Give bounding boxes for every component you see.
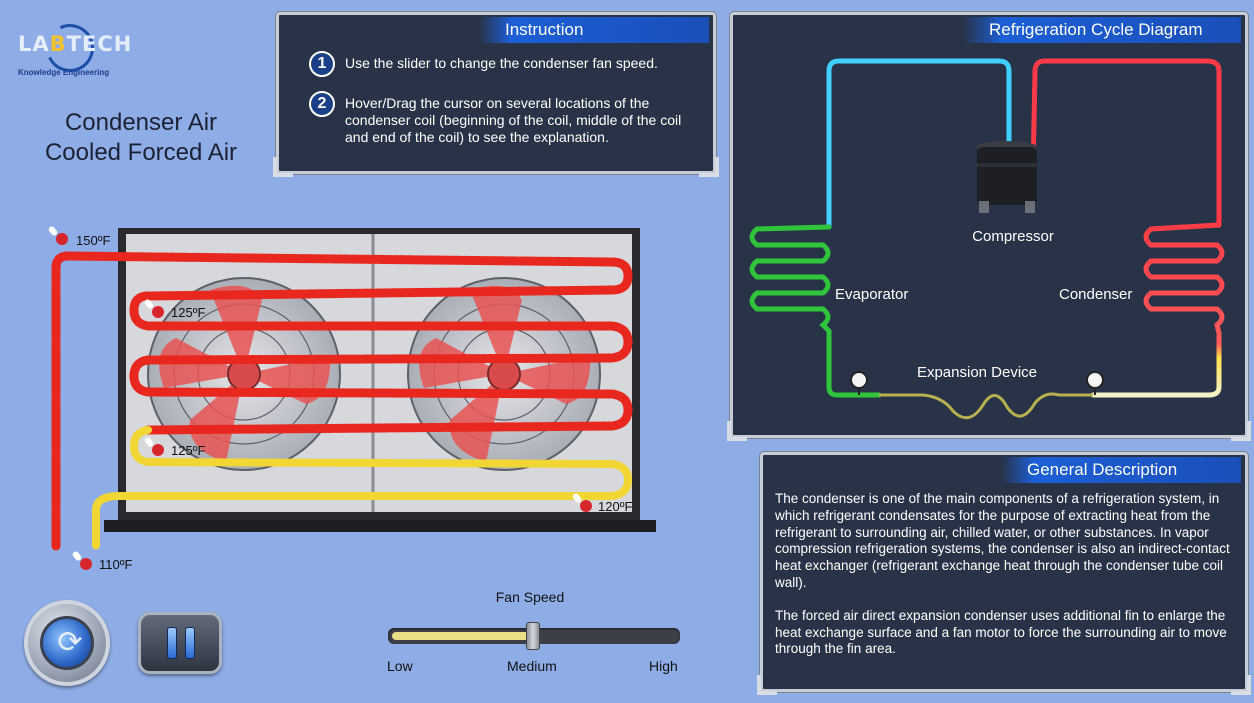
cycle-diagram-panel: Compressor Evaporator Condenser Expansio… <box>727 12 1251 441</box>
general-description-panel: General Description The condenser is one… <box>757 452 1251 695</box>
instruction-heading: Instruction <box>479 17 709 43</box>
description-heading: General Description <box>1001 457 1241 483</box>
gauge-icon <box>1086 371 1104 389</box>
labtech-logo: LABTECH Knowledge Engineering <box>16 17 131 82</box>
temp-coil-end: 120ºF <box>598 499 633 514</box>
cycle-heading: Refrigeration Cycle Diagram <box>963 17 1241 43</box>
fan-speed-slider[interactable] <box>388 622 680 650</box>
reset-icon: ⟳ <box>40 616 94 670</box>
logo-tagline: Knowledge Engineering <box>18 68 110 77</box>
instruction-panel: Instruction 1 Use the slider to change t… <box>273 12 719 177</box>
temp-outlet: 110ºF <box>99 557 133 572</box>
pause-button[interactable] <box>138 612 222 674</box>
logo-wordmark: LABTECH <box>18 32 133 56</box>
temp-upper-coil: 125ºF <box>171 305 206 320</box>
pause-icon <box>167 627 177 659</box>
discharge-line <box>1030 58 1222 228</box>
temp-lower-coil: 125ºF <box>171 443 206 458</box>
fan-speed-medium-label: Medium <box>507 658 557 674</box>
condenser-fan-right <box>407 277 601 471</box>
thermometer-icon <box>144 299 164 318</box>
condenser-illustration[interactable] <box>0 0 720 590</box>
thermometer-icon <box>48 226 68 245</box>
condenser-label: Condenser <box>1059 286 1132 303</box>
instruction-step: 2 Hover/Drag the cursor on several locat… <box>309 91 699 146</box>
condenser-coil-tubes <box>51 251 633 551</box>
page-title: Condenser Air Cooled Forced Air <box>44 109 238 166</box>
step-number-badge: 1 <box>309 51 335 77</box>
thermometer-icon <box>572 493 592 512</box>
instruction-list: 1 Use the slider to change the condenser… <box>309 51 699 164</box>
description-paragraph: The forced air direct expansion condense… <box>775 607 1227 657</box>
expansion-device-label: Expansion Device <box>917 364 1037 381</box>
cycle-diagram: Compressor Evaporator Condenser Expansio… <box>749 58 1225 420</box>
step-text: Hover/Drag the cursor on several locatio… <box>345 95 682 145</box>
description-paragraph: The condenser is one of the main compone… <box>775 491 1230 590</box>
condenser-coil <box>1090 222 1225 398</box>
compressor-label: Compressor <box>972 228 1054 245</box>
evaporator-label: Evaporator <box>835 286 908 303</box>
condenser-base <box>104 520 656 532</box>
suction-line <box>826 58 1012 230</box>
reset-button[interactable]: ⟳ <box>24 600 110 686</box>
instruction-step: 1 Use the slider to change the condenser… <box>309 51 699 77</box>
compressor-icon <box>977 141 1037 213</box>
temp-inlet: 150ºF <box>76 233 111 248</box>
expansion-device <box>879 392 1093 420</box>
step-text: Use the slider to change the condenser f… <box>345 55 658 71</box>
fan-speed-low-label: Low <box>387 658 413 674</box>
slider-thumb[interactable] <box>526 622 540 650</box>
evaporator-coil <box>749 224 882 398</box>
fan-speed-high-label: High <box>649 658 678 674</box>
slider-fill <box>392 632 530 640</box>
gauge-icon <box>850 371 868 389</box>
thermometer-icon <box>72 551 92 570</box>
step-number-badge: 2 <box>309 91 335 117</box>
thermometer-icon <box>144 437 164 456</box>
description-text: The condenser is one of the main compone… <box>775 491 1235 658</box>
fan-speed-label: Fan Speed <box>495 589 565 605</box>
